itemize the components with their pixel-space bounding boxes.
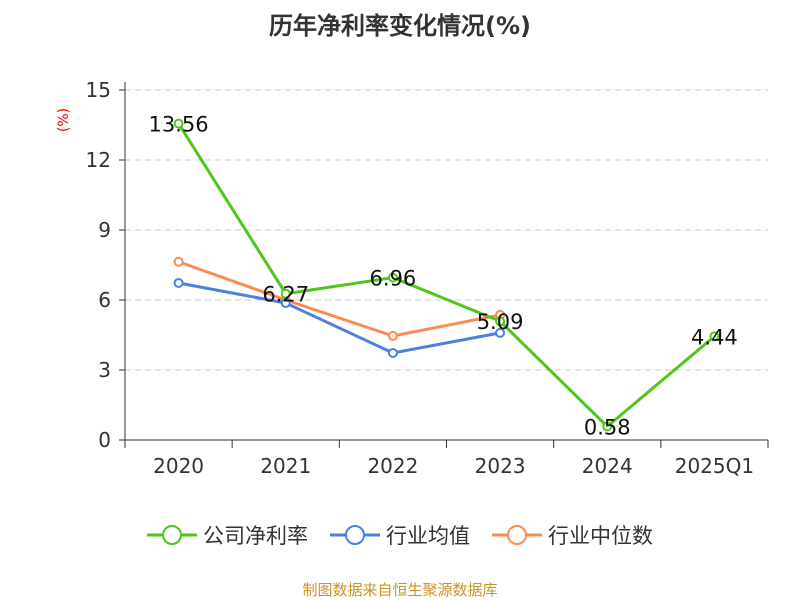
legend-label: 行业均值 — [386, 524, 470, 548]
series-line-1 — [178, 281, 501, 355]
chart-title: 历年净利率变化情况(%) — [269, 12, 531, 40]
data-point — [709, 331, 720, 342]
data-point — [387, 272, 398, 283]
legend-marker-icon — [147, 525, 197, 545]
data-point — [387, 347, 398, 358]
x-tick-label: 2025Q1 — [675, 454, 754, 478]
data-point — [173, 256, 184, 267]
legend-item[interactable]: 公司净利率 — [147, 520, 308, 550]
legend-label: 公司净利率 — [203, 524, 308, 548]
y-tick-label: 6 — [98, 288, 111, 312]
data-point — [280, 288, 291, 299]
x-tick-label: 2020 — [153, 454, 204, 478]
data-point — [602, 421, 613, 432]
legend-item[interactable]: 行业中位数 — [492, 520, 653, 550]
data-point — [173, 277, 184, 288]
series-line-0 — [177, 122, 716, 429]
y-tick-label: 9 — [98, 218, 111, 242]
x-tick-label: 2023 — [475, 454, 526, 478]
data-point — [173, 118, 184, 129]
series-line-2 — [178, 260, 501, 338]
x-tick-label: 2024 — [582, 454, 633, 478]
data-label: 6.96 — [370, 267, 417, 291]
data-label: 4.44 — [691, 325, 738, 349]
legend: 公司净利率 行业均值 行业中位数 — [0, 520, 800, 550]
data-point — [387, 330, 398, 341]
y-tick-label: 15 — [86, 78, 111, 102]
data-label: 5.09 — [477, 310, 524, 334]
data-label: 13.56 — [149, 113, 209, 137]
x-tick-label: 2022 — [367, 454, 418, 478]
source-note: 制图数据来自恒生聚源数据库 — [302, 581, 498, 599]
legend-item[interactable]: 行业均值 — [330, 520, 470, 550]
legend-marker-icon — [330, 525, 380, 545]
y-tick-label: 0 — [98, 428, 111, 452]
data-point — [495, 316, 506, 327]
y-tick-label: 12 — [86, 148, 111, 172]
legend-marker-icon — [492, 525, 542, 545]
data-label: 6.27 — [262, 283, 309, 307]
data-point — [495, 327, 506, 338]
legend-label: 行业中位数 — [548, 524, 653, 548]
x-tick-label: 2021 — [260, 454, 311, 478]
data-point — [280, 298, 291, 309]
y-tick-label: 3 — [98, 358, 111, 382]
data-label: 0.58 — [584, 415, 631, 439]
